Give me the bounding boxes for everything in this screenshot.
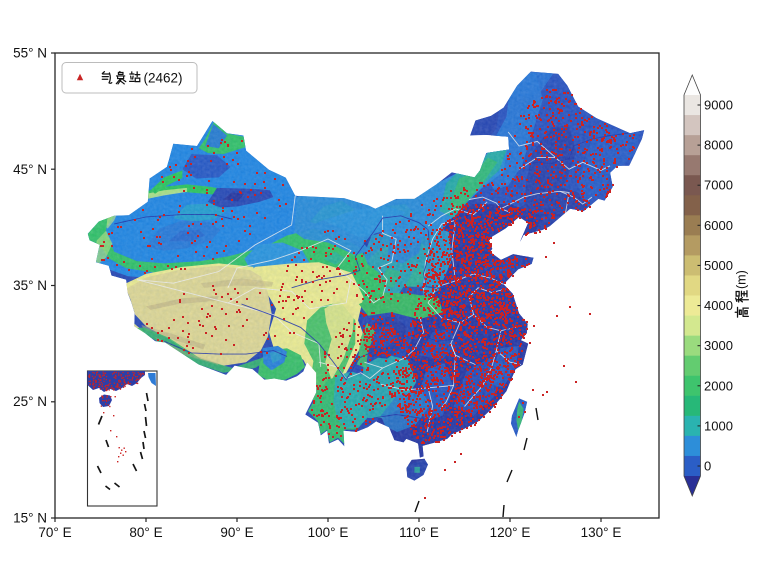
svg-text:8000: 8000 [704, 138, 733, 153]
svg-text:100° E: 100° E [308, 525, 349, 540]
svg-text:1000: 1000 [704, 418, 733, 433]
svg-text:120° E: 120° E [490, 525, 531, 540]
svg-text:(m): (m) [735, 270, 749, 289]
svg-text:70° E: 70° E [38, 525, 71, 540]
svg-text:80° E: 80° E [129, 525, 162, 540]
svg-text:9000: 9000 [704, 98, 733, 113]
svg-text:7000: 7000 [704, 178, 733, 193]
svg-text:90° E: 90° E [220, 525, 253, 540]
svg-text:15° N: 15° N [13, 511, 47, 526]
svg-text:130° E: 130° E [581, 525, 622, 540]
svg-text:55° N: 55° N [13, 46, 47, 61]
svg-text:2000: 2000 [704, 378, 733, 393]
svg-text:0: 0 [704, 459, 711, 474]
svg-text:35° N: 35° N [13, 278, 47, 293]
svg-text:(2462): (2462) [144, 71, 183, 86]
svg-text:110° E: 110° E [399, 525, 439, 540]
svg-text:5000: 5000 [704, 258, 733, 273]
svg-text:3000: 3000 [704, 338, 733, 353]
svg-text:45° N: 45° N [13, 162, 47, 177]
svg-text:6000: 6000 [704, 218, 733, 233]
svg-text:25° N: 25° N [13, 394, 47, 409]
svg-text:4000: 4000 [704, 298, 733, 313]
